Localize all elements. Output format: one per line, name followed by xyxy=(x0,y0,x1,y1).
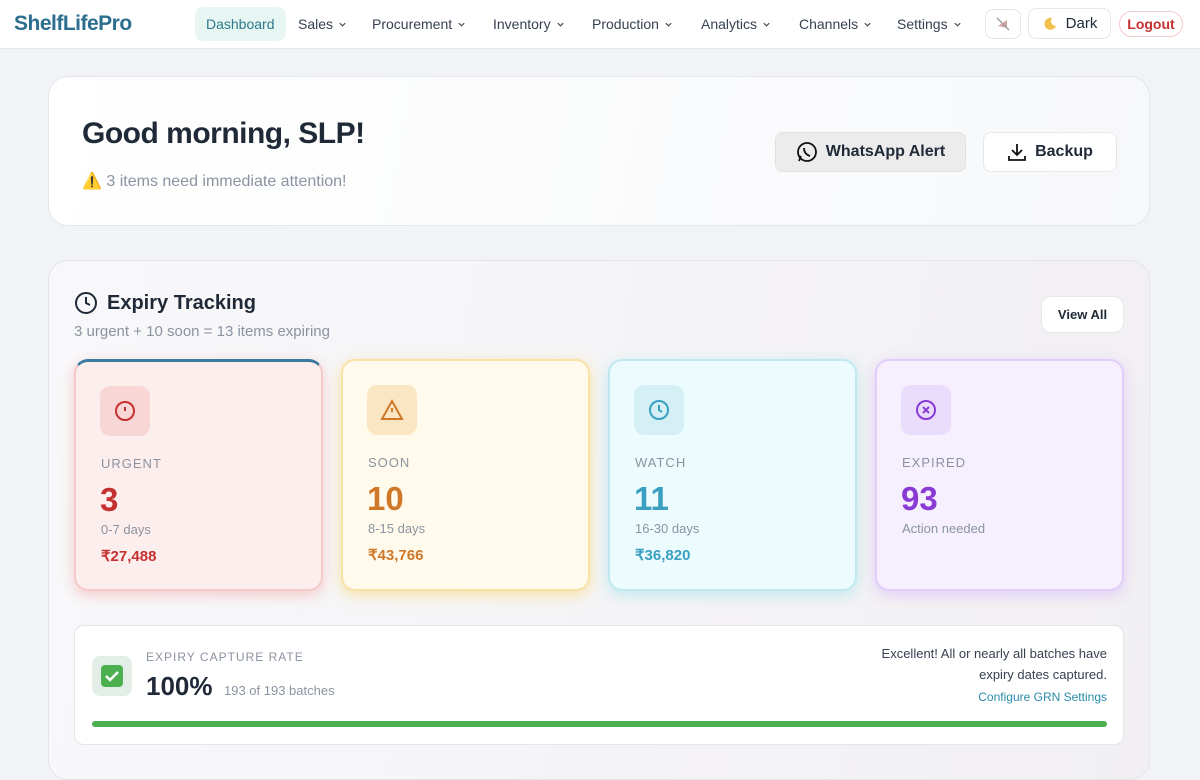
attention-alert: ⚠️ 3 items need immediate attention! xyxy=(82,173,347,190)
card-count: 11 xyxy=(634,480,669,517)
nav-item[interactable]: Settings xyxy=(886,7,973,41)
check-icon xyxy=(92,656,132,696)
nav-item[interactable]: Inventory xyxy=(482,7,576,41)
nav-label: Procurement xyxy=(372,16,453,32)
greeting-panel: Good morning, SLP! ⚠️ 3 items need immed… xyxy=(48,76,1150,226)
card-amount: ₹43,766 xyxy=(368,547,424,564)
section-title: Expiry Tracking xyxy=(107,292,256,314)
card-label: SOON xyxy=(368,455,411,470)
nav-item[interactable]: Procurement xyxy=(361,7,477,41)
capture-message: Excellent! All or nearly all batches hav… xyxy=(881,646,1107,682)
card-icon xyxy=(100,386,150,436)
nav-label: Dashboard xyxy=(206,16,275,32)
theme-toggle[interactable]: Dark xyxy=(1028,8,1111,39)
nav-item[interactable]: Dashboard xyxy=(195,7,286,41)
nav-item[interactable]: Sales xyxy=(287,7,358,41)
card-range: 16-30 days xyxy=(635,521,700,536)
greeting: Good morning, SLP! xyxy=(82,117,365,150)
top-nav: ShelfLifePro Dark Logout Dashboard Sales P… xyxy=(0,0,1200,49)
expiry-card[interactable]: EXPIRED 93 Action needed xyxy=(875,359,1124,591)
capture-panel: EXPIRY CAPTURE RATE 100% 193 of 193 batc… xyxy=(74,625,1124,745)
card-icon xyxy=(367,385,417,435)
expiry-panel: Expiry Tracking 3 urgent + 10 soon = 13 … xyxy=(48,260,1150,780)
card-label: EXPIRED xyxy=(902,455,967,470)
card-range: Action needed xyxy=(902,521,986,536)
backup-label: Backup xyxy=(1035,143,1093,160)
brand[interactable]: ShelfLifePro xyxy=(14,12,132,35)
card-count: 3 xyxy=(100,481,119,518)
expiry-card[interactable]: SOON 10 8-15 days ₹43,766 xyxy=(341,359,590,591)
card-amount: ₹36,820 xyxy=(635,547,691,564)
nav-item[interactable]: Analytics xyxy=(690,7,782,41)
section-subtitle: 3 urgent + 10 soon = 13 items expiring xyxy=(74,323,330,340)
nav-label: Inventory xyxy=(493,16,551,32)
nav-label: Sales xyxy=(298,16,334,32)
capture-rate: 100% xyxy=(146,671,213,701)
theme-label: Dark xyxy=(1065,15,1098,32)
card-icon xyxy=(901,385,951,435)
nav-label: Production xyxy=(592,16,659,32)
clock-icon xyxy=(75,292,97,314)
whatsapp-button[interactable]: WhatsApp Alert xyxy=(775,132,966,172)
expiry-card[interactable]: URGENT 3 0-7 days ₹27,488 xyxy=(74,359,323,591)
card-range: 0-7 days xyxy=(101,522,151,537)
capture-batches: 193 of 193 batches xyxy=(224,683,335,698)
nav-item[interactable]: Production xyxy=(581,7,684,41)
nav-label: Settings xyxy=(897,16,948,32)
capture-label: EXPIRY CAPTURE RATE xyxy=(146,650,304,664)
card-label: WATCH xyxy=(635,455,687,470)
card-amount: ₹27,488 xyxy=(101,548,157,565)
grn-settings-link[interactable]: Configure GRN Settings xyxy=(978,690,1107,704)
card-count: 10 xyxy=(367,480,404,517)
card-icon xyxy=(634,385,684,435)
view-all-button[interactable]: View All xyxy=(1041,296,1124,333)
expiry-card[interactable]: WATCH 11 16-30 days ₹36,820 xyxy=(608,359,857,591)
card-label: URGENT xyxy=(101,456,162,471)
capture-progress xyxy=(92,721,1107,727)
card-range: 8-15 days xyxy=(368,521,426,536)
nav-item[interactable]: Channels xyxy=(788,7,883,41)
logout-button[interactable]: Logout xyxy=(1119,11,1183,37)
backup-button[interactable]: Backup xyxy=(983,132,1117,172)
card-count: 93 xyxy=(901,480,938,517)
nav-label: Channels xyxy=(799,16,859,32)
mute-button[interactable] xyxy=(985,9,1021,39)
nav-label: Analytics xyxy=(701,16,758,32)
whatsapp-label: WhatsApp Alert xyxy=(825,143,946,160)
